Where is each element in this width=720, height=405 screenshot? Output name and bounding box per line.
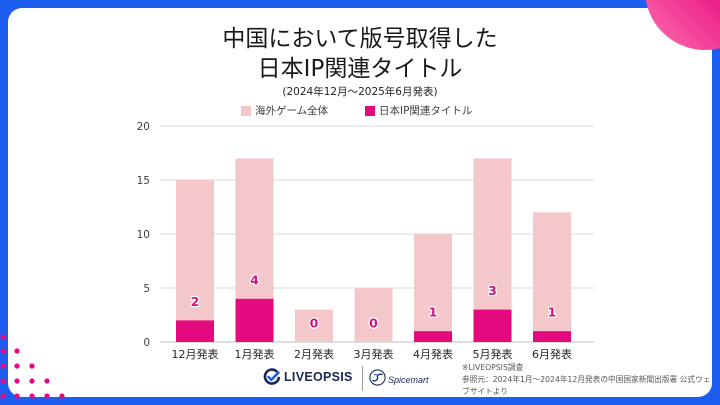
spicemart-logo-text: Spicemart <box>388 375 429 385</box>
chart-title-line-1: 中国において版号取得した <box>222 26 498 52</box>
chart-title-line-2: 日本IP関連タイトル <box>257 56 463 82</box>
data-label-japan-ip: 2 <box>191 294 200 309</box>
bar-japan-ip <box>473 309 512 342</box>
legend-swatch-overseas-total <box>241 106 251 116</box>
spicemart-logo: Spicemart <box>369 369 429 386</box>
data-labels: 2 4 0 0 1 3 1 <box>189 271 557 332</box>
bar-overseas-total <box>414 234 452 342</box>
y-tick-label: 5 <box>143 283 150 295</box>
spicemart-logo-icon <box>369 369 386 386</box>
legend-swatch-japan-ip <box>365 106 375 116</box>
data-label-japan-ip: 1 <box>548 305 557 320</box>
y-tick-label: 15 <box>137 175 150 187</box>
legend-label-overseas-total: 海外ゲーム全体 <box>255 105 329 117</box>
bar-overseas-total <box>533 212 571 342</box>
liveopsis-logo: LIVEOPSIS <box>263 368 353 386</box>
liveopsis-logo-icon <box>263 368 281 385</box>
gridlines <box>160 125 594 343</box>
x-tick-label: 3月発表 <box>354 347 394 361</box>
bar-overseas-total <box>295 309 333 342</box>
legend-item-japan-ip: 日本IP関連タイトル <box>365 105 472 117</box>
bar-overseas-total <box>354 288 393 342</box>
bar-japan-ip <box>176 320 214 342</box>
x-tick-label: 4月発表 <box>413 347 453 361</box>
data-label-japan-ip: 0 <box>369 316 378 331</box>
y-tick-label: 10 <box>137 229 150 241</box>
x-tick-label: 1月発表 <box>235 347 275 361</box>
logo-divider <box>362 366 363 391</box>
bar-japan-ip <box>235 298 274 342</box>
source-note-line: 参照元：2024年1月～2024年12月発表の中国国家新聞出版署 公式ウェ <box>462 375 711 384</box>
bar-japan-ip <box>533 331 571 342</box>
data-label-japan-ip: 0 <box>310 316 319 331</box>
legend-item-overseas-total: 海外ゲーム全体 <box>241 105 328 117</box>
data-label-japan-ip: 4 <box>250 272 259 287</box>
liveopsis-logo-text: LIVEOPSIS <box>284 370 353 384</box>
y-tick-label: 0 <box>143 337 150 349</box>
y-tick-label: 20 <box>137 121 150 133</box>
x-tick-label: 6月発表 <box>532 347 572 361</box>
source-notes: ※LIVEOPSIS調査 参照元：2024年1月～2024年12月発表の中国国家… <box>462 362 710 398</box>
chart-title: 中国において版号取得した 日本IP関連タイトル (2024年12月～2025年6… <box>0 24 720 99</box>
x-tick-label: 12月発表 <box>172 347 219 361</box>
corner-decoration-icon <box>645 0 720 50</box>
bar-overseas-total <box>176 180 214 342</box>
chart-subtitle: (2024年12月～2025年6月発表) <box>282 86 438 98</box>
bars <box>176 158 571 342</box>
bar-japan-ip <box>414 331 452 342</box>
x-tick-label: 5月発表 <box>473 347 513 361</box>
x-tick-label: 2月発表 <box>294 347 334 361</box>
source-note-line: ブサイトより <box>462 387 508 396</box>
dot-pattern-icon <box>0 334 65 399</box>
source-note-line: ※LIVEOPSIS調査 <box>462 363 524 372</box>
data-label-japan-ip: 1 <box>429 305 438 320</box>
legend-label-japan-ip: 日本IP関連タイトル <box>379 105 473 117</box>
data-label-japan-ip: 3 <box>488 283 497 298</box>
